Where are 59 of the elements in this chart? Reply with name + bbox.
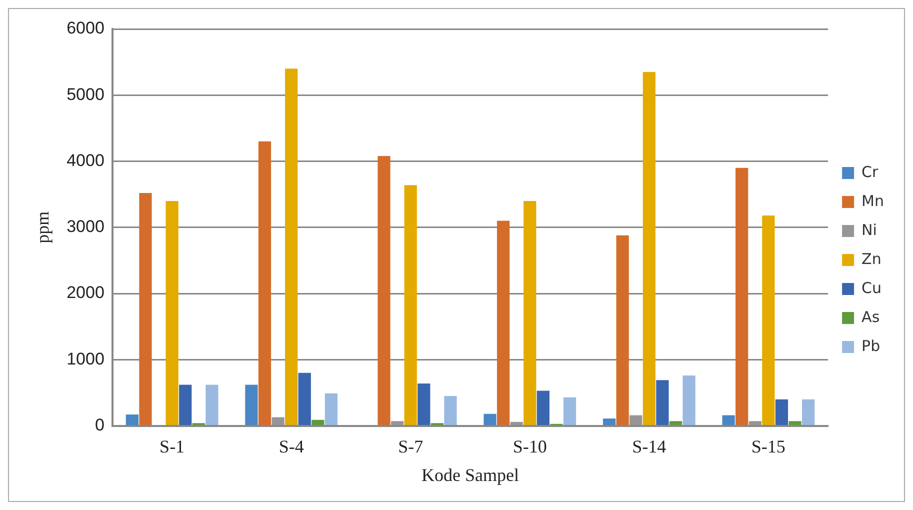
bar [510,422,523,426]
bar [536,390,550,426]
x-axis-title: Kode Sampel [421,464,519,485]
legend-label: Mn [862,192,884,210]
bar [563,397,576,426]
y-tick-label: 4000 [66,150,104,170]
legend-label: Cu [862,278,882,297]
legend-label: Cr [862,162,880,181]
bar [642,72,656,426]
bar [775,399,788,426]
y-axis-title: ppm [32,211,53,244]
y-tick-label: 3000 [66,217,104,236]
y-tick-label: 6000 [66,18,104,38]
bar [736,168,748,426]
legend-label: Zn [862,250,882,268]
bar [616,235,629,426]
bar [179,384,192,426]
x-tick-label: S-7 [398,436,424,456]
bar [748,421,762,426]
bar [669,421,682,426]
bar [298,372,311,426]
bar [390,421,404,426]
bar [285,68,298,426]
bar [496,220,510,426]
x-tick-label: S-1 [160,436,185,456]
bar [312,420,324,426]
bar [418,383,430,426]
bar [484,414,496,426]
bar [802,399,815,426]
y-tick-label: 5000 [66,84,104,104]
bar [656,380,669,426]
bar [444,396,457,426]
bar [722,415,735,426]
bar [245,384,258,426]
bar [378,156,390,426]
bar [272,417,284,426]
x-tick-label: S-15 [751,436,786,456]
legend-label: As [862,308,880,326]
x-tick-label: S-14 [632,436,666,456]
y-tick-label: 2000 [66,283,104,302]
y-tick-label: 1000 [66,349,104,368]
bar [139,193,152,426]
bar [404,185,417,426]
bar [602,418,616,426]
x-tick-label: S-4 [278,436,304,456]
bar [258,141,272,426]
bar [682,376,696,426]
bar [788,421,802,426]
bar [630,415,642,426]
bar [166,200,178,426]
legend-label: Ni [862,220,877,239]
legend-label: Pb [862,336,880,355]
bar [126,414,138,426]
bar [762,215,775,426]
y-tick-label: 0 [94,415,104,434]
bar [324,393,338,426]
x-tick-label: S-10 [512,436,547,456]
bar [524,200,536,426]
bar [206,384,218,426]
